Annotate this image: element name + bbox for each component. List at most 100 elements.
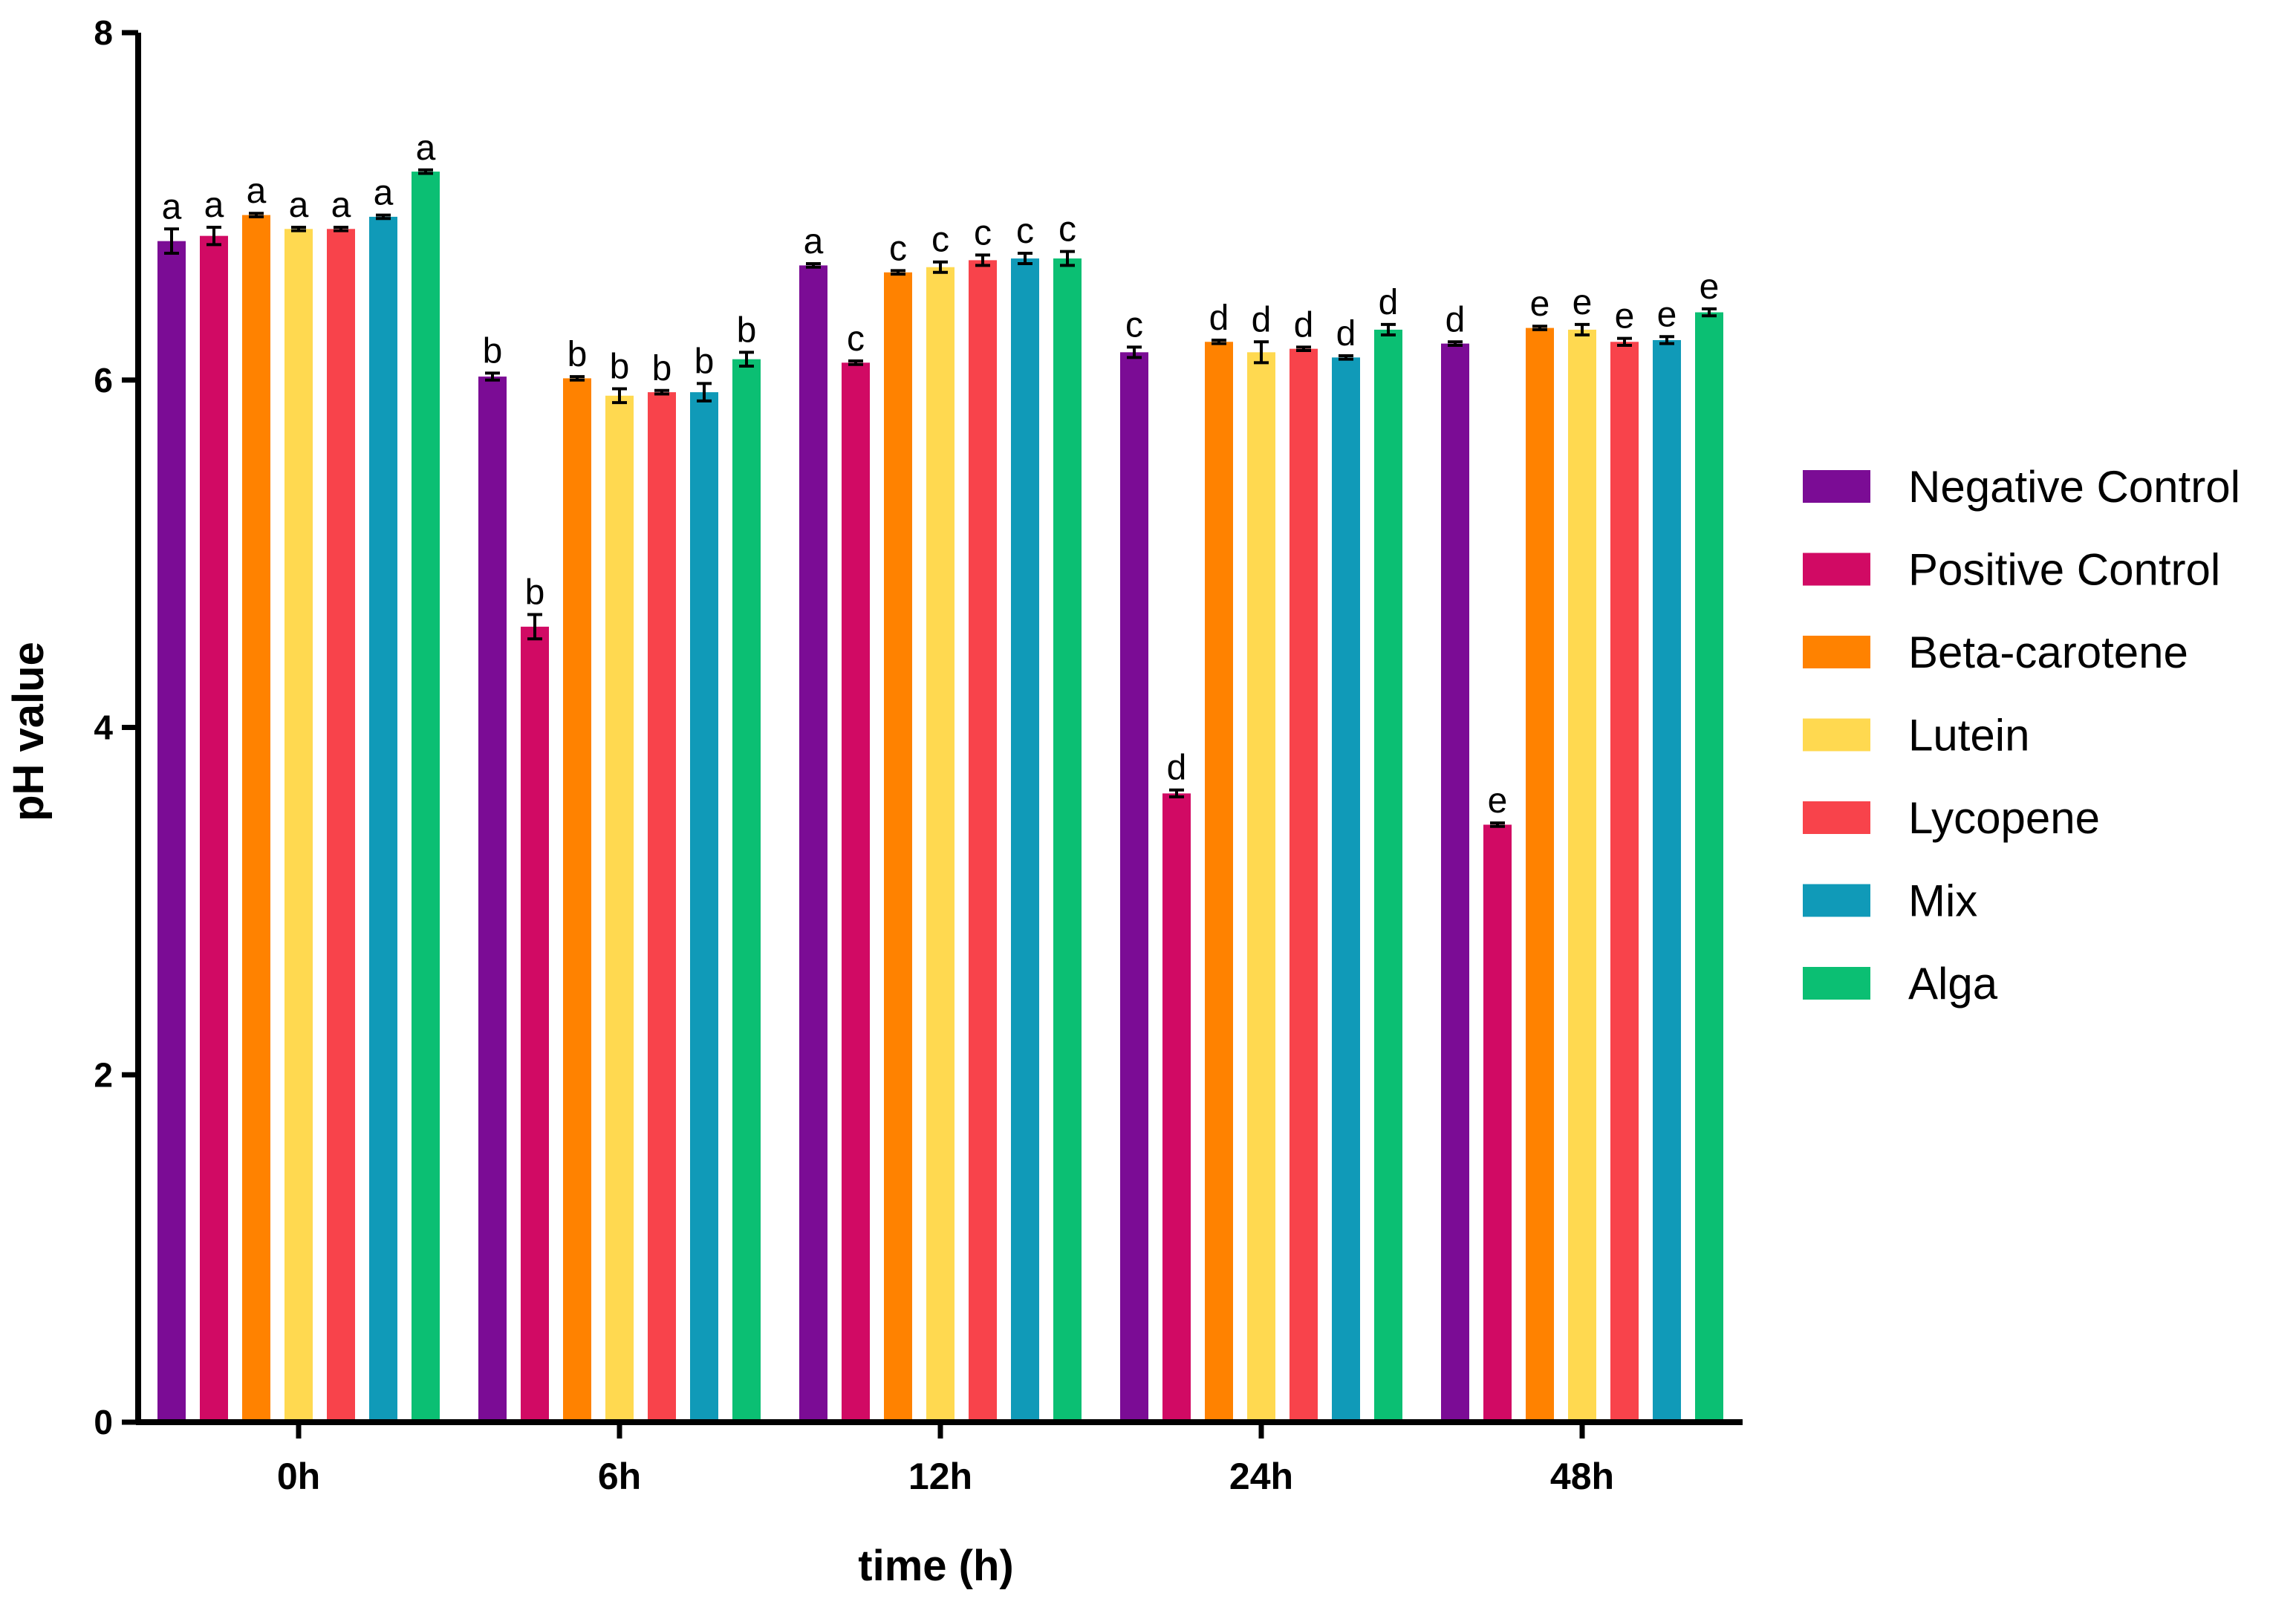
bar bbox=[284, 229, 313, 1422]
bar bbox=[605, 395, 634, 1422]
bar bbox=[157, 241, 186, 1422]
bar bbox=[521, 626, 549, 1422]
significance-letter: c bbox=[1125, 305, 1143, 345]
significance-letter: c bbox=[847, 319, 865, 359]
legend-label: Beta-carotene bbox=[1908, 628, 2188, 677]
significance-letter: a bbox=[204, 186, 224, 225]
significance-letter: e bbox=[1615, 297, 1635, 336]
significance-letter: b bbox=[568, 335, 588, 374]
y-tick-label: 8 bbox=[94, 13, 113, 52]
y-tick-label: 2 bbox=[94, 1055, 113, 1094]
axes-layer: 0h 6h 12h 24h 48h 0 2 4 6 8 bbox=[94, 13, 1743, 1497]
bar bbox=[1441, 343, 1469, 1423]
x-tick-label: 6h bbox=[598, 1456, 641, 1497]
bar bbox=[799, 265, 827, 1423]
bar bbox=[1653, 339, 1681, 1422]
bar bbox=[242, 215, 270, 1423]
bar bbox=[200, 235, 228, 1422]
bar bbox=[1374, 329, 1402, 1422]
bar bbox=[1053, 258, 1082, 1423]
significance-letter: a bbox=[804, 222, 824, 261]
legend-swatch bbox=[1803, 470, 1870, 503]
legend-swatch bbox=[1803, 636, 1870, 668]
y-tick-label: 6 bbox=[94, 361, 113, 400]
legend-swatch bbox=[1803, 967, 1870, 1000]
bar bbox=[1290, 348, 1318, 1423]
bar bbox=[969, 260, 997, 1423]
x-tick-label: 48h bbox=[1550, 1456, 1614, 1497]
significance-letter: a bbox=[162, 187, 182, 227]
legend-swatch bbox=[1803, 884, 1870, 917]
x-tick-label: 12h bbox=[908, 1456, 972, 1497]
significance-letter: a bbox=[289, 186, 309, 225]
significance-letter: e bbox=[1700, 267, 1720, 307]
bar bbox=[1568, 329, 1596, 1422]
bar bbox=[1695, 312, 1723, 1422]
significance-letter: a bbox=[331, 186, 351, 225]
bar bbox=[563, 378, 591, 1422]
significance-letter: e bbox=[1488, 781, 1508, 821]
significance-letter: d bbox=[1379, 283, 1399, 322]
significance-letter: d bbox=[1445, 300, 1466, 339]
bar bbox=[926, 267, 955, 1423]
y-axis-title: pH value bbox=[4, 642, 53, 821]
legend-swatch bbox=[1803, 718, 1870, 752]
significance-letter: b bbox=[652, 349, 672, 388]
x-axis-title: time (h) bbox=[858, 1542, 1013, 1590]
bar bbox=[327, 229, 355, 1422]
legend-label: Alga bbox=[1908, 959, 1998, 1009]
x-tick-label: 24h bbox=[1229, 1456, 1293, 1497]
legend-label: Lutein bbox=[1908, 711, 2029, 760]
significance-letter: c bbox=[931, 221, 949, 260]
significance-letter: e bbox=[1657, 295, 1677, 334]
x-tick-label: 0h bbox=[277, 1456, 320, 1497]
significance-letter: c bbox=[974, 213, 992, 252]
bar bbox=[1205, 342, 1233, 1422]
bar bbox=[1247, 352, 1275, 1423]
significance-letter: d bbox=[1167, 749, 1187, 788]
legend-label: Mix bbox=[1908, 876, 1977, 926]
significance-letter: a bbox=[247, 172, 267, 211]
significance-letter: b bbox=[483, 331, 503, 371]
bar bbox=[1610, 342, 1639, 1422]
significance-letter: e bbox=[1573, 283, 1593, 322]
bar bbox=[1120, 352, 1148, 1423]
significance-letter: e bbox=[1530, 284, 1550, 324]
error-bars-layer bbox=[164, 168, 1717, 828]
bar bbox=[478, 377, 507, 1422]
y-tick-label: 4 bbox=[94, 708, 113, 747]
legend-label: Lycopene bbox=[1908, 793, 2100, 843]
significance-letter: d bbox=[1209, 299, 1229, 338]
bar bbox=[369, 216, 397, 1423]
bar bbox=[884, 272, 912, 1422]
significance-letter: b bbox=[737, 310, 757, 350]
bar bbox=[648, 392, 676, 1422]
significance-letter: d bbox=[1252, 300, 1272, 339]
bar bbox=[1332, 357, 1360, 1423]
bar bbox=[1526, 328, 1554, 1422]
bar bbox=[732, 359, 761, 1422]
bar bbox=[1162, 793, 1191, 1422]
legend-label: Positive Control bbox=[1908, 545, 2220, 595]
bar bbox=[1011, 258, 1039, 1423]
significance-letter: c bbox=[889, 229, 907, 268]
significance-letter: d bbox=[1336, 314, 1356, 354]
legend: Negative Control Positive Control Beta-car… bbox=[1803, 462, 2240, 1009]
significance-letter: a bbox=[374, 174, 394, 213]
legend-swatch bbox=[1803, 801, 1870, 834]
y-tick-label: 0 bbox=[94, 1403, 113, 1441]
legend-label: Negative Control bbox=[1908, 462, 2240, 512]
significance-letter: d bbox=[1294, 305, 1314, 345]
legend-swatch bbox=[1803, 553, 1870, 586]
significance-letter: b bbox=[525, 573, 545, 612]
significance-letter: b bbox=[695, 342, 715, 381]
bar bbox=[1483, 824, 1512, 1422]
bars-layer bbox=[157, 172, 1723, 1423]
significance-letter: b bbox=[610, 347, 630, 386]
bar bbox=[412, 172, 440, 1423]
bar bbox=[842, 362, 870, 1422]
bar bbox=[690, 392, 718, 1422]
